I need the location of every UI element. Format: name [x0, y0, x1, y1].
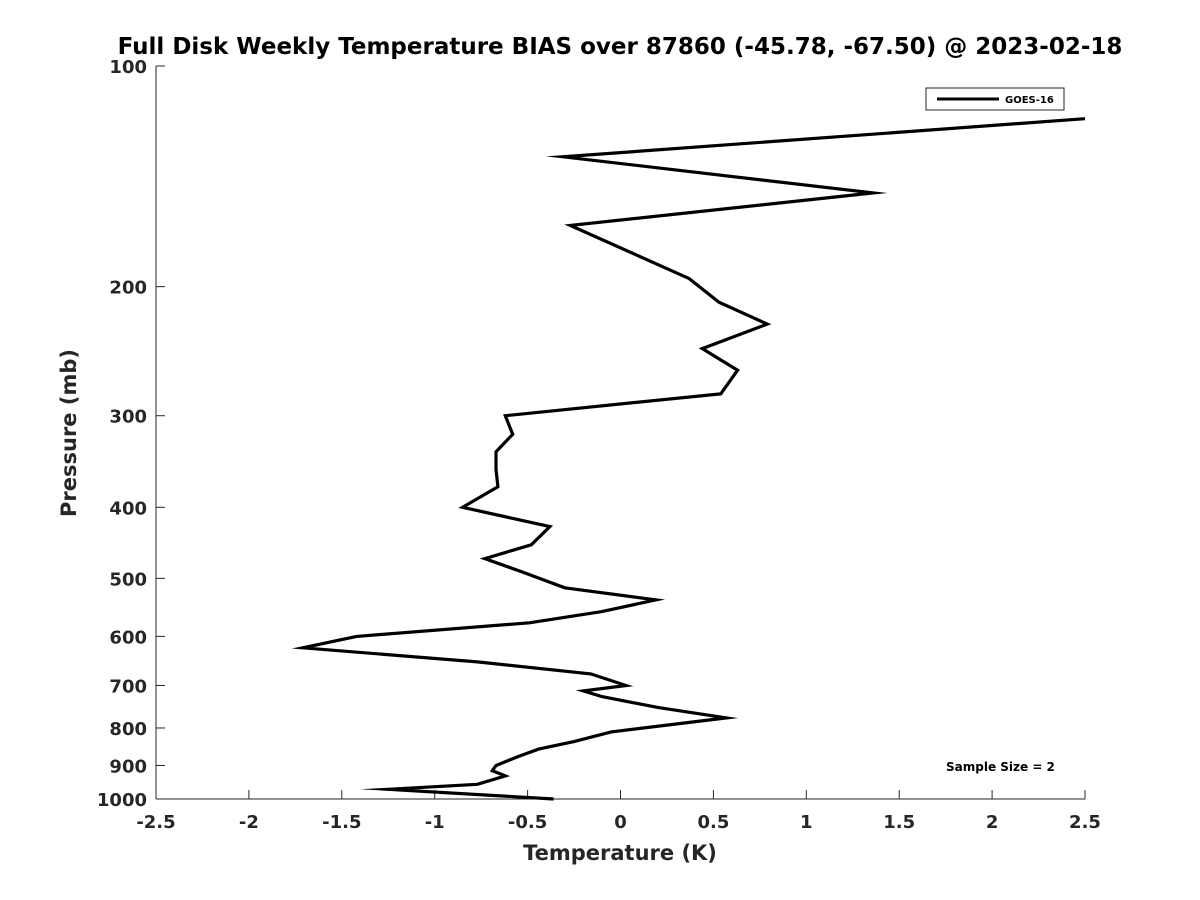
y-axis-label: Pressure (mb)	[57, 349, 81, 517]
x-tick-label: -1.5	[322, 812, 361, 833]
y-tick-label: 900	[109, 756, 147, 777]
x-tick-label: -0.5	[508, 812, 547, 833]
y-tick-label: 400	[109, 498, 147, 519]
y-tick-label: 100	[109, 57, 147, 78]
y-tick-label: 700	[109, 676, 147, 697]
y-tick-label: 500	[109, 569, 147, 590]
y-tick-label: 1000	[97, 790, 147, 811]
sample-size-annotation: Sample Size = 2	[946, 760, 1055, 774]
legend-label: GOES-16	[1005, 95, 1054, 106]
x-ticks: -2.5 -2 -1.5 -1 -0.5 0 0.5 1 1.5 2 2.5	[136, 790, 1101, 833]
y-tick-label: 200	[109, 278, 147, 299]
y-tick-label: 600	[109, 627, 147, 648]
x-tick-label: 1.5	[883, 812, 915, 833]
y-ticks: 100 200 300 400 500 600 700 800 900 1000	[97, 57, 165, 811]
x-tick-label: -2.5	[136, 812, 175, 833]
legend: GOES-16	[925, 87, 1065, 111]
x-tick-label: -1	[425, 812, 445, 833]
x-tick-label: 0	[614, 812, 627, 833]
x-tick-label: 1	[800, 812, 813, 833]
x-tick-label: -2	[239, 812, 259, 833]
x-tick-label: 2.5	[1069, 812, 1101, 833]
series-line-goes-16	[291, 117, 1086, 801]
plot-area	[155, 66, 1085, 800]
x-tick-label: 2	[986, 812, 999, 833]
y-tick-label: 300	[109, 407, 147, 428]
chart-title: Full Disk Weekly Temperature BIAS over 8…	[118, 34, 1123, 60]
y-tick-label: 800	[109, 719, 147, 740]
x-tick-label: 0.5	[697, 812, 729, 833]
x-axis-label: Temperature (K)	[523, 841, 717, 865]
